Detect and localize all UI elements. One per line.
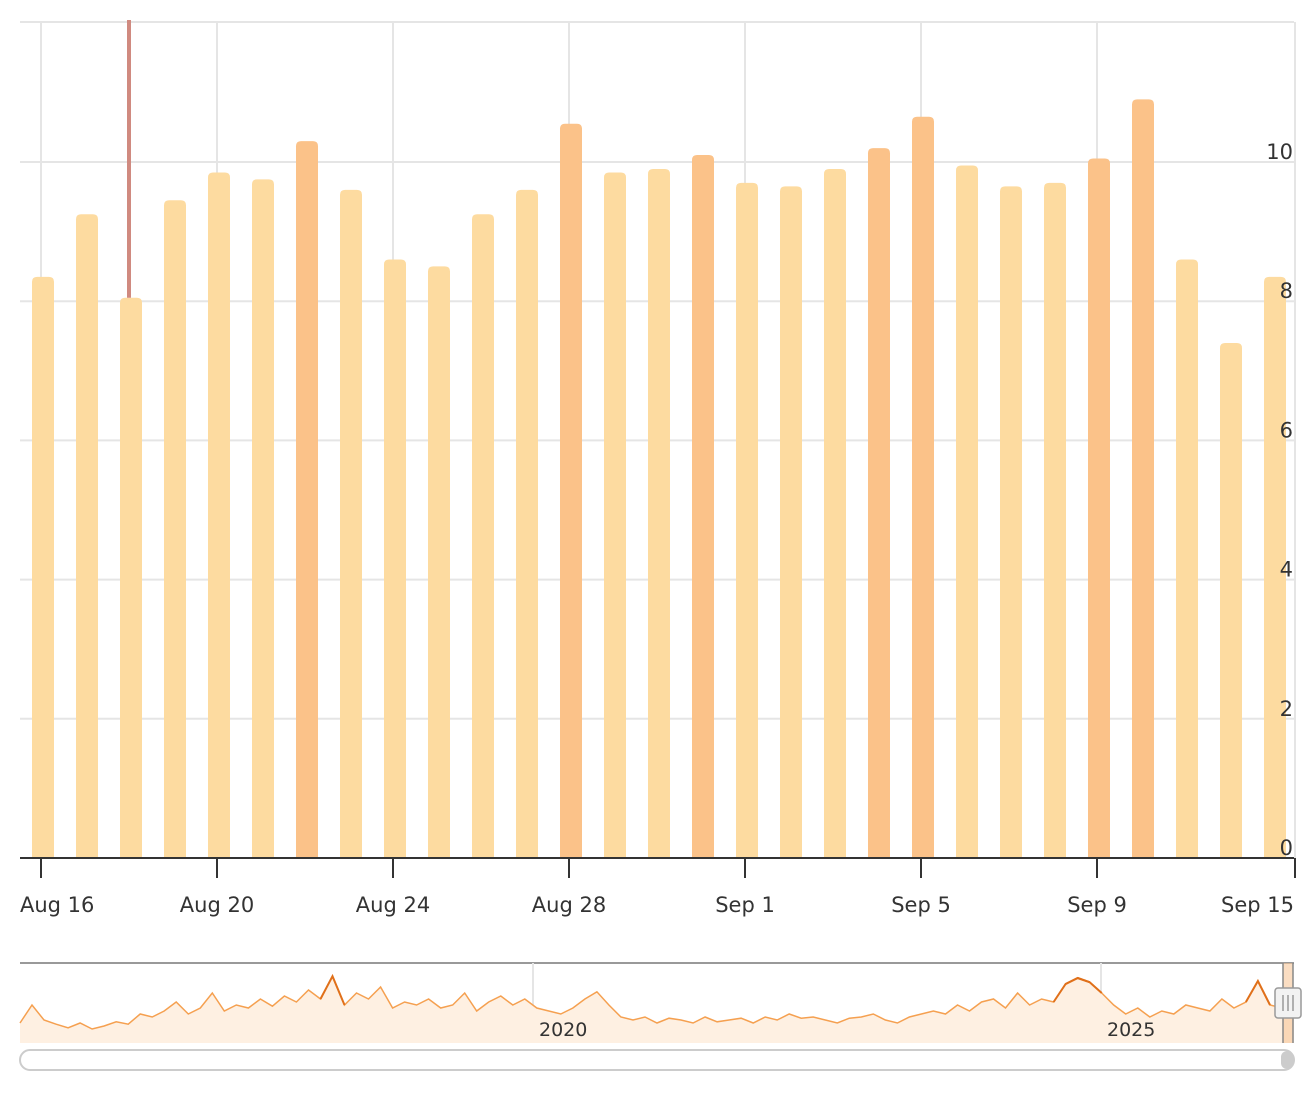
bar: [604, 172, 626, 858]
bar: [560, 123, 582, 859]
bar: [824, 168, 846, 858]
bar: [252, 179, 274, 858]
bar: [428, 266, 450, 858]
bar: [692, 155, 714, 859]
x-tick-label: Sep 1: [715, 893, 775, 917]
scrollbar-track: [19, 1049, 1295, 1071]
x-tick-label: Aug 20: [180, 893, 254, 917]
x-tick-label: Sep 15: [1221, 893, 1294, 917]
bar: [164, 200, 186, 858]
bar: [1176, 259, 1198, 858]
bar: [1088, 158, 1110, 858]
bar: [1044, 182, 1066, 858]
bar: [1220, 342, 1242, 859]
bars[interactable]: [32, 99, 1286, 859]
bar: [912, 116, 934, 858]
y-axis: 0 2 4 6 8 10: [1266, 140, 1293, 860]
navigator-scrollbar[interactable]: [19, 1049, 1295, 1071]
bar: [120, 297, 142, 859]
y-tick-label: 0: [1280, 836, 1293, 860]
bar: [1264, 276, 1286, 859]
x-tick-label: Sep 9: [1067, 893, 1127, 917]
x-tick-label: Aug 24: [356, 893, 430, 917]
navigator-year-label: 2025: [1107, 1019, 1155, 1041]
bar: [384, 259, 406, 858]
scrollbar-thumb: [1281, 1051, 1293, 1069]
y-tick-label: 8: [1280, 279, 1293, 303]
x-tick-label: Aug 16: [20, 893, 94, 917]
bar: [956, 165, 978, 859]
bar: [868, 148, 890, 858]
bar: [1000, 186, 1022, 859]
y-tick-label: 2: [1280, 697, 1293, 721]
navigator-handle[interactable]: [1274, 963, 1302, 1043]
bar: [296, 141, 318, 858]
y-tick-label: 10: [1266, 140, 1293, 164]
y-tick-label: 6: [1280, 418, 1293, 442]
navigator-year-label: 2020: [539, 1019, 587, 1041]
navigator[interactable]: 2020 2025: [19, 962, 1302, 1071]
bar: [32, 276, 54, 859]
y-tick-label: 4: [1280, 558, 1293, 582]
x-tick-label: Aug 28: [532, 893, 606, 917]
x-axis: Aug 16 Aug 20 Aug 24 Aug 28 Sep 1 Sep 5 Sep 9 S…: [20, 857, 1296, 917]
bar: [472, 214, 494, 858]
navigator-area: [20, 976, 1294, 1043]
bar: [76, 214, 98, 858]
navigator-peak: [319, 973, 346, 1006]
bar: [780, 186, 802, 859]
bar: [516, 189, 538, 859]
bar: [648, 168, 670, 858]
navigator-overview-chart: [19, 962, 1295, 1043]
bar: [1132, 99, 1154, 859]
x-tick-label: Sep 5: [891, 893, 951, 917]
bar: [208, 172, 230, 858]
bar: [736, 182, 758, 858]
navigator-peak: [1245, 978, 1271, 1006]
navigator-labels: 2020 2025: [539, 1019, 1155, 1041]
navigator-peak: [1077, 977, 1103, 994]
bar: [340, 189, 362, 859]
